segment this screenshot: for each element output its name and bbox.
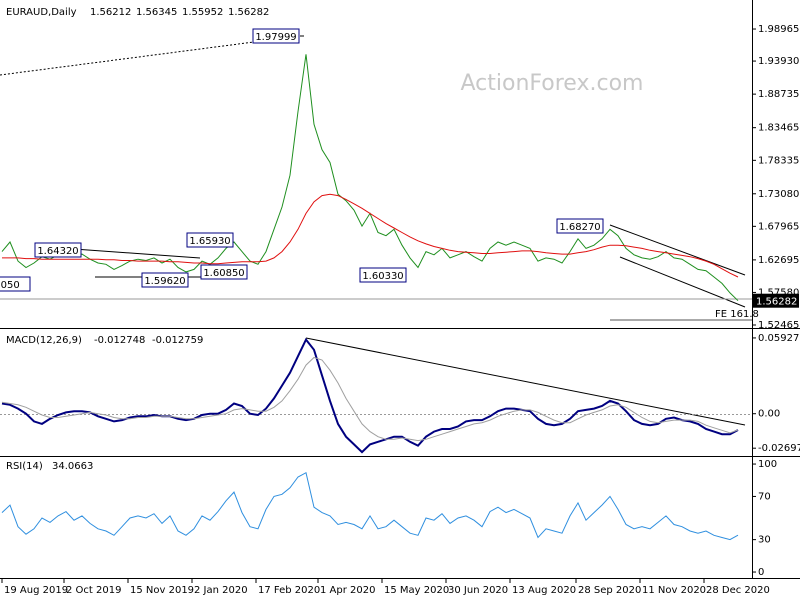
y-tick-label: 1.88735: [758, 89, 799, 100]
annotation: 1.97999: [255, 32, 296, 43]
y-tick-label: 0.059272: [758, 333, 800, 344]
x-tick-label: 30 Jun 2020: [448, 585, 508, 596]
x-tick-label: 11 Nov 2020: [642, 585, 706, 596]
annotation: 1.60330: [362, 271, 403, 282]
frames: [0, 0, 800, 579]
channel-line: [609, 224, 746, 276]
annotation: 1.65930: [189, 236, 230, 247]
y-tick-label: 30: [758, 535, 771, 546]
header-text: MACD(12,26,9): [6, 335, 82, 346]
y-tick-label: 1.62695: [758, 255, 799, 266]
y-tick-label: 0.00: [758, 409, 780, 420]
header-text: 1.56282: [228, 7, 269, 18]
macd-trend-line: [305, 337, 746, 426]
x-tick-label: 15 Nov 2019: [130, 585, 194, 596]
y-tick-label: 1.73080: [758, 189, 799, 200]
y-tick-label: 1.78335: [758, 155, 799, 166]
header-text: 1.56212: [90, 7, 131, 18]
annotation: 9050: [0, 280, 20, 291]
y-tick-label: -0.026978: [758, 443, 800, 454]
y-tick-label: 1.52465: [758, 320, 799, 331]
y-tick-label: 1.98965: [758, 24, 799, 35]
annotation-box: [556, 218, 604, 234]
annotation-box: [0, 276, 31, 292]
annotation: 1.59620: [144, 276, 185, 287]
x-tick-label: 17 Feb 2020: [258, 585, 320, 596]
header-text: 1.56345: [136, 7, 177, 18]
header-text: RSI(14): [6, 461, 43, 472]
header-text: 34.0663: [52, 461, 93, 472]
last-price-box: [753, 293, 799, 308]
y-tick-label: 1.83465: [758, 123, 799, 134]
annotation: FE 161.8: [715, 309, 759, 320]
header-text: EURAUD,Daily: [6, 7, 77, 18]
annotation-box: [252, 28, 300, 44]
header-text: -0.012759: [152, 335, 203, 346]
y-tick-label: 0: [758, 567, 764, 578]
annotation: 1.68270: [559, 222, 600, 233]
trend-line: [0, 35, 301, 76]
watermark: ActionForex.com: [461, 71, 644, 96]
annotation-box: [34, 242, 82, 258]
series-line: [1, 471, 739, 541]
x-tick-label: 2 Oct 2019: [66, 585, 121, 596]
annotation-box: [359, 267, 407, 283]
annotation: 1.60850: [203, 268, 244, 279]
header-text: -0.012748: [94, 335, 145, 346]
y-tick-label: 100: [758, 459, 777, 470]
x-tick-label: 2 Jan 2020: [194, 585, 248, 596]
y-tick-label: 70: [758, 491, 771, 502]
last-price-label: 1.56282: [756, 297, 797, 308]
trend-line: [59, 247, 201, 259]
annotation-box: [141, 272, 189, 288]
header-text: 1.55952: [182, 7, 223, 18]
x-tick-label: 28 Dec 2020: [706, 585, 770, 596]
x-tick-label: 28 Sep 2020: [578, 585, 641, 596]
x-tick-label: 13 Aug 2020: [512, 585, 576, 596]
y-tick-label: 1.93930: [758, 56, 799, 67]
annotation-box: [186, 232, 234, 248]
series-line: [2, 193, 739, 278]
x-tick-label: 1 Apr 2020: [320, 585, 375, 596]
annotation-box: [200, 264, 248, 280]
x-tick-label: 15 May 2020: [384, 585, 449, 596]
series-line: [1, 356, 739, 442]
y-tick-label: 1.57580: [758, 287, 799, 298]
x-tick-label: 19 Aug 2019: [4, 585, 68, 596]
annotation: 1.64320: [37, 246, 78, 257]
y-tick-label: 1.67965: [758, 221, 799, 232]
